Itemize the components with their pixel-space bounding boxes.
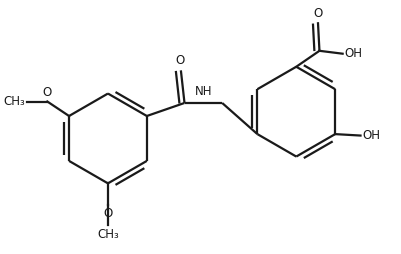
Text: O: O xyxy=(43,86,52,99)
Text: O: O xyxy=(103,207,112,220)
Text: CH₃: CH₃ xyxy=(97,228,119,241)
Text: NH: NH xyxy=(194,85,212,98)
Text: O: O xyxy=(313,7,322,20)
Text: OH: OH xyxy=(344,47,362,60)
Text: CH₃: CH₃ xyxy=(4,95,26,108)
Text: O: O xyxy=(175,54,184,67)
Text: OH: OH xyxy=(362,129,380,142)
